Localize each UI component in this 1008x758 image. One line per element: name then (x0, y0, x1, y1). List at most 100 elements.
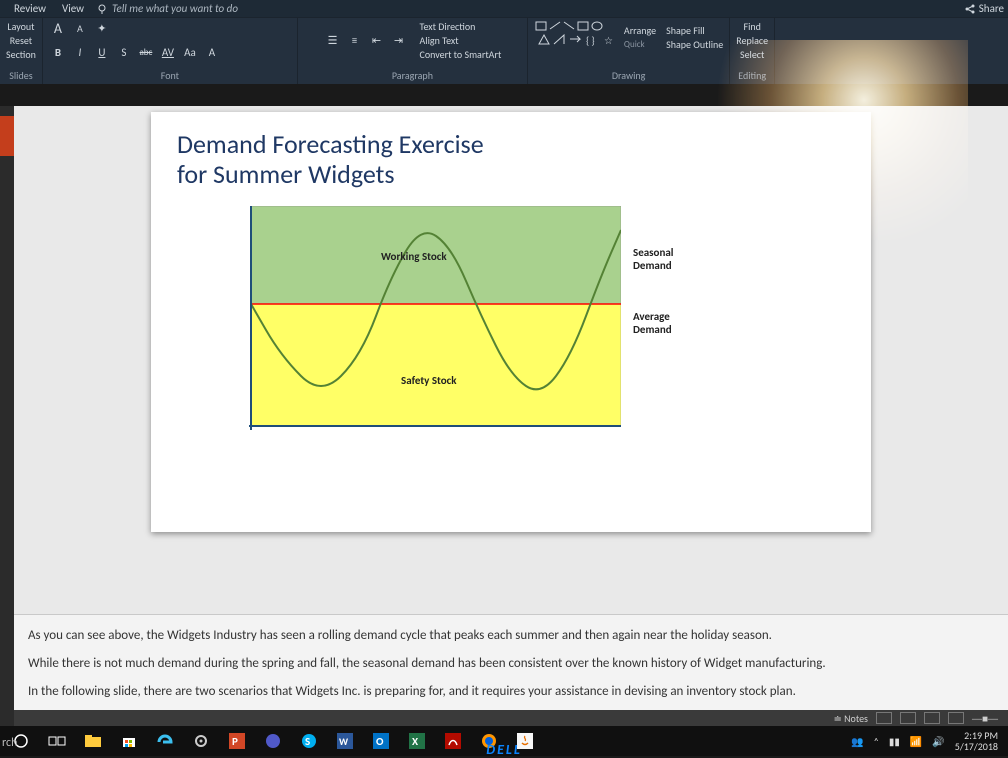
tab-review[interactable]: Review (6, 2, 54, 15)
demand-chart[interactable]: Working Stock Safety Stock Seasonal Dema… (241, 206, 621, 436)
indent-dec-icon[interactable]: ⇤ (368, 33, 386, 49)
convert-smartart-button[interactable]: Convert to SmartArt (420, 48, 502, 61)
cutoff-text: rch (0, 736, 17, 750)
dell-logo: DELL (486, 741, 522, 758)
skype-icon[interactable]: S (292, 728, 326, 754)
note-p3: In the following slide, there are two sc… (28, 681, 994, 703)
volume-icon[interactable]: 🔊 (932, 735, 944, 748)
section-button[interactable]: Section (6, 48, 36, 61)
tray-chevron-icon[interactable]: ˄ (874, 735, 879, 748)
group-paragraph: ☰ ≡ ⇤ ⇥ Text Direction Align Text Conver… (298, 18, 528, 84)
tab-view[interactable]: View (54, 2, 92, 15)
font-color-button[interactable]: A (203, 44, 221, 60)
reset-button[interactable]: Reset (10, 34, 32, 47)
clock[interactable]: 2:19 PM 5/17/2018 (955, 730, 998, 752)
group-font: A A ✦ B I U S abc AV Aa A Font (43, 18, 298, 84)
zoom-slider[interactable]: ──■── (972, 712, 998, 725)
shadow-button[interactable]: S (115, 44, 133, 60)
ribbon-tabs: Review View Tell me what you want to do … (0, 0, 1008, 18)
svg-text:O: O (376, 735, 384, 748)
layout-button[interactable]: Layout (7, 20, 34, 33)
ribbon-groups: Layout Reset Section Slides A A ✦ B I U … (0, 18, 1008, 84)
working-stock-label: Working Stock (381, 250, 447, 263)
lightbulb-icon (96, 3, 108, 15)
select-button[interactable]: Select (740, 48, 764, 61)
replace-button[interactable]: Replace (736, 34, 768, 47)
svg-text:☆: ☆ (604, 34, 613, 47)
char-spacing-button[interactable]: AV (159, 44, 177, 60)
numbering-icon[interactable]: ≡ (346, 33, 364, 49)
group-drawing: { } ☆ Arrange Quick Shape Fill Shape Out… (528, 18, 730, 84)
tell-me[interactable]: Tell me what you want to do (96, 2, 238, 15)
strike-button[interactable]: abc (137, 44, 155, 60)
bold-button[interactable]: B (49, 44, 67, 60)
note-p1: As you can see above, the Widgets Indust… (28, 625, 994, 647)
outlook-icon[interactable]: O (364, 728, 398, 754)
group-editing-label: Editing (738, 69, 766, 84)
view-slideshow-icon[interactable] (948, 712, 964, 724)
share-label: Share (979, 2, 1004, 15)
find-button[interactable]: Find (743, 20, 760, 33)
share-button[interactable]: Share (964, 2, 1004, 15)
file-explorer-icon[interactable] (76, 728, 110, 754)
bullets-icon[interactable]: ☰ (324, 33, 342, 49)
slide[interactable]: Demand Forecasting Exercise for Summer W… (151, 112, 871, 532)
share-icon (964, 3, 976, 15)
tell-me-text: Tell me what you want to do (112, 2, 238, 15)
system-tray[interactable]: 👥 ˄ ▮▮ 📶 🔊 2:19 PM 5/17/2018 (851, 730, 1004, 752)
svg-text:S: S (305, 735, 310, 748)
clear-format-icon[interactable]: ✦ (93, 20, 111, 36)
store-icon[interactable] (112, 728, 146, 754)
shape-outline-button[interactable]: Shape Outline (666, 38, 723, 51)
settings-icon[interactable] (184, 728, 218, 754)
note-p2: While there is not much demand during th… (28, 653, 994, 675)
ribbon: Review View Tell me what you want to do … (0, 0, 1008, 84)
teams-icon[interactable] (256, 728, 290, 754)
change-case-button[interactable]: Aa (181, 44, 199, 60)
grow-font-icon[interactable]: A (49, 20, 67, 36)
svg-text:P: P (232, 735, 238, 748)
title-line2: for Summer Widgets (177, 158, 395, 190)
align-text-button[interactable]: Align Text (420, 34, 502, 47)
group-slides: Layout Reset Section Slides (0, 18, 43, 84)
group-font-label: Font (161, 69, 179, 84)
thumbnail-rail[interactable] (0, 106, 14, 726)
group-paragraph-label: Paragraph (392, 69, 433, 84)
average-demand-label: Average Demand (633, 310, 672, 336)
svg-text:X: X (412, 735, 419, 748)
people-icon[interactable]: 👥 (851, 735, 863, 748)
arrange-button[interactable]: Arrange (624, 24, 656, 37)
title-line1: Demand Forecasting Exercise (177, 128, 484, 160)
shrink-font-icon[interactable]: A (71, 20, 89, 36)
underline-button[interactable]: U (93, 44, 111, 60)
indent-inc-icon[interactable]: ⇥ (390, 33, 408, 49)
slide-stage: Demand Forecasting Exercise for Summer W… (14, 106, 1008, 626)
notes-toggle[interactable]: ≐ Notes (833, 712, 868, 725)
view-normal-icon[interactable] (876, 712, 892, 724)
view-sorter-icon[interactable] (900, 712, 916, 724)
edge-icon[interactable] (148, 728, 182, 754)
text-direction-button[interactable]: Text Direction (420, 20, 502, 33)
shapes-gallery-icon[interactable]: { } ☆ (534, 20, 614, 54)
taskview-icon[interactable] (40, 728, 74, 754)
italic-button[interactable]: I (71, 44, 89, 60)
safety-stock-label: Safety Stock (401, 374, 457, 387)
status-bar: ≐ Notes ──■── (14, 710, 1008, 726)
quick-styles-button[interactable]: Quick (624, 38, 656, 51)
word-icon[interactable]: W (328, 728, 362, 754)
shape-fill-button[interactable]: Shape Fill (666, 24, 723, 37)
group-slides-label: Slides (9, 69, 32, 84)
slide-title[interactable]: Demand Forecasting Exercise for Summer W… (177, 130, 845, 190)
seasonal-demand-label: Seasonal Demand (633, 246, 674, 272)
notes-pane[interactable]: As you can see above, the Widgets Indust… (14, 614, 1008, 710)
group-editing: Find Replace Select Editing (730, 18, 775, 84)
view-reading-icon[interactable] (924, 712, 940, 724)
wifi-icon[interactable]: 📶 (910, 735, 922, 748)
acrobat-icon[interactable] (436, 728, 470, 754)
powerpoint-icon[interactable]: P (220, 728, 254, 754)
selected-thumb-indicator (0, 116, 14, 156)
battery-icon[interactable]: ▮▮ (889, 735, 900, 748)
svg-text:{ }: { } (586, 34, 595, 47)
excel-icon[interactable]: X (400, 728, 434, 754)
clock-date: 5/17/2018 (955, 741, 998, 752)
